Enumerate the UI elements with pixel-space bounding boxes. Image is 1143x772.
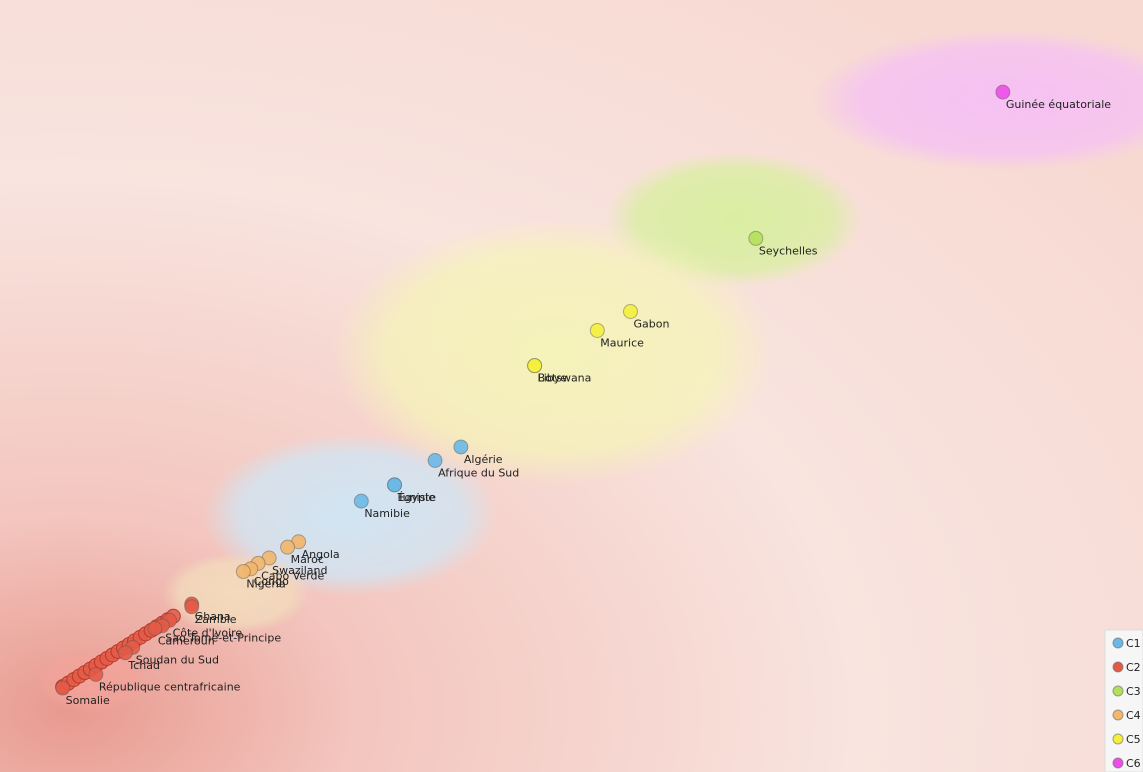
point-label: Algérie bbox=[464, 453, 503, 466]
point-label: Guinée équatoriale bbox=[1006, 98, 1111, 111]
point-label: Maroc bbox=[291, 553, 324, 566]
point-label: Congo bbox=[254, 575, 289, 588]
point-label: Ghana bbox=[195, 610, 231, 623]
point-marker bbox=[589, 322, 605, 338]
point-label: Maurice bbox=[600, 336, 644, 349]
point-label: Soudan du Sud bbox=[136, 653, 219, 666]
legend-swatch bbox=[1112, 637, 1124, 649]
point-marker bbox=[147, 620, 163, 636]
point-marker bbox=[353, 493, 369, 509]
point-label: Nigeria bbox=[246, 578, 285, 591]
point-label: Cameroun bbox=[158, 634, 215, 647]
point-marker bbox=[387, 477, 403, 493]
legend-label: C3 bbox=[1126, 685, 1141, 698]
legend-box bbox=[1104, 629, 1143, 772]
cluster-region-c1 bbox=[202, 433, 498, 596]
point-label: Seychelles bbox=[759, 244, 818, 257]
point-label: Cabo Verde bbox=[261, 569, 324, 582]
point-label: République centrafricaine bbox=[99, 680, 241, 693]
point-marker bbox=[748, 230, 764, 246]
point-label: Tchad bbox=[127, 659, 160, 672]
legend-swatch bbox=[1112, 685, 1124, 697]
legend: C1 C2 C3 C4 C5 C6 bbox=[1104, 629, 1143, 772]
point-label: Angola bbox=[302, 548, 340, 561]
legend-swatch bbox=[1112, 709, 1124, 721]
legend-label: C1 bbox=[1126, 637, 1141, 650]
point-marker bbox=[280, 539, 296, 555]
point-label: Zambie bbox=[195, 613, 237, 626]
legend-swatch bbox=[1112, 757, 1124, 769]
point-label: Somalie bbox=[66, 694, 110, 707]
point-marker bbox=[235, 564, 251, 580]
point-marker bbox=[184, 599, 200, 615]
point-label: Botswana bbox=[538, 372, 592, 385]
legend-label: C5 bbox=[1126, 733, 1141, 746]
point-label: Swaziland bbox=[272, 564, 327, 577]
legend-label: C4 bbox=[1126, 709, 1141, 722]
cluster-region-c4 bbox=[162, 552, 310, 634]
point-marker bbox=[995, 84, 1011, 100]
point-marker bbox=[88, 666, 104, 682]
point-label: Gabon bbox=[633, 318, 669, 331]
legend-swatch bbox=[1112, 733, 1124, 745]
legend-swatch bbox=[1112, 661, 1124, 673]
point-label: Libye bbox=[538, 372, 568, 385]
point-marker bbox=[527, 358, 543, 374]
point-label: Côte d'Ivoire bbox=[173, 626, 243, 639]
point-label: Namibie bbox=[364, 507, 410, 520]
legend-label: C2 bbox=[1126, 661, 1141, 674]
point-marker bbox=[55, 680, 71, 696]
cluster-region-c5 bbox=[331, 219, 775, 485]
point-marker bbox=[622, 304, 638, 320]
point-label: Tunisie bbox=[397, 491, 436, 504]
cluster-regions bbox=[36, 29, 1143, 713]
point-labels: Guinée équatoriale Seychelles Gabon Maurice… bbox=[66, 98, 1112, 707]
point-marker bbox=[427, 452, 443, 468]
point-marker bbox=[453, 439, 469, 455]
point-marker bbox=[117, 645, 133, 661]
data-points bbox=[55, 84, 1011, 696]
point-label: Sao Tomé-et-Principe bbox=[165, 632, 281, 645]
point-label: Afrique du Sud bbox=[438, 466, 519, 479]
cluster-region-c6 bbox=[811, 29, 1143, 171]
point-label: Égypte bbox=[398, 491, 437, 504]
legend-label: C6 bbox=[1126, 757, 1141, 770]
